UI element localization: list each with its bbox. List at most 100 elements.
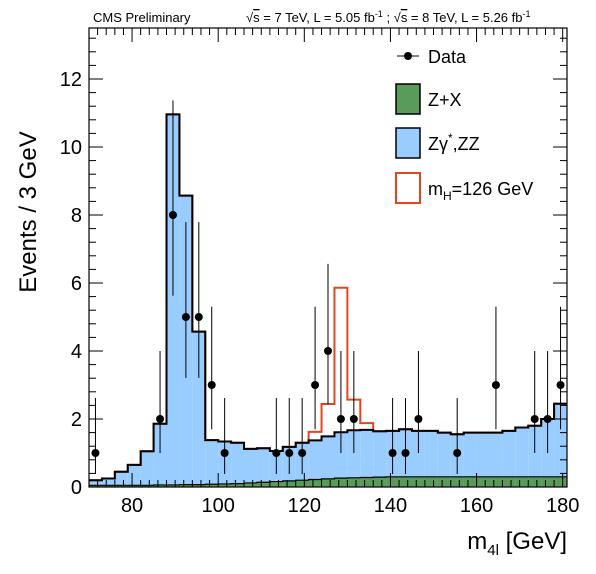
zz-bin: [515, 427, 529, 487]
zz-bin: [489, 432, 503, 487]
zz-bin: [360, 429, 374, 487]
legend-zx-label: Z+X: [428, 90, 462, 110]
legend-zx-swatch: [395, 83, 421, 115]
zz-bin: [308, 440, 322, 487]
zx-bin: [295, 480, 309, 487]
zz-bin: [153, 423, 167, 487]
zz-bin: [114, 471, 128, 487]
zz-bin: [347, 430, 361, 487]
data-point-marker: [349, 415, 358, 423]
x-axis-title-main: m: [467, 528, 487, 555]
zx-bin: [528, 476, 542, 487]
zx-bin: [399, 476, 412, 487]
zx-bin: [541, 476, 555, 487]
zx-bin: [489, 476, 503, 487]
zx-bin: [334, 478, 348, 487]
zx-bin: [114, 485, 128, 487]
data-points: [91, 100, 565, 475]
lumi-separator: ;: [383, 10, 394, 25]
sqrt-s-1: s: [253, 10, 260, 25]
zx-bin: [231, 483, 245, 487]
zz-bin: [321, 436, 335, 487]
data-point: [491, 306, 500, 430]
zx-bin: [515, 476, 529, 487]
zx-bin: [450, 476, 464, 487]
zz-bin: [554, 403, 567, 487]
y-tick-label: 8: [71, 205, 82, 227]
zz-bin: [101, 478, 115, 487]
legend-zz-swatch: [395, 127, 421, 159]
data-point: [168, 100, 177, 296]
zz-bin: [205, 440, 219, 487]
zx-bin: [424, 476, 438, 487]
data-point: [401, 397, 410, 475]
data-point: [336, 351, 345, 453]
zx-bin: [192, 484, 206, 487]
cms-preliminary-label: CMS Preliminary: [93, 10, 191, 25]
x-tick-label: 120: [288, 495, 321, 517]
data-point: [324, 263, 332, 405]
sqrt-symbol-2: √: [394, 10, 402, 25]
data-point-marker: [401, 449, 410, 457]
zx-bin: [411, 476, 425, 487]
data-point-marker: [220, 449, 229, 457]
zz-bin: [373, 431, 387, 487]
data-point-marker: [414, 415, 423, 423]
legend: Data Z+X Zγ*,ZZ mH=126 GeV: [395, 47, 534, 204]
x-tick-label: 180: [546, 495, 579, 517]
zz-bin: [166, 114, 180, 488]
legend-higgs-sub: H: [443, 189, 452, 203]
data-point-marker: [181, 313, 190, 321]
y-tick-label: 12: [60, 69, 82, 91]
data-point-marker: [298, 449, 307, 457]
data-point: [298, 397, 307, 475]
luminosity-label: √s = 7 TeV, L = 5.05 fb-1 ; √s = 8 TeV, …: [246, 9, 531, 25]
data-point-marker: [336, 415, 345, 423]
data-point: [194, 222, 203, 378]
data-point: [220, 397, 229, 475]
zx-bin: [476, 476, 490, 487]
data-point: [388, 397, 397, 475]
zx-bin: [205, 484, 219, 487]
legend-higgs-main: m: [428, 179, 443, 199]
x-tick-label: 160: [460, 495, 493, 517]
zx-bin: [373, 477, 387, 487]
zx-bin: [360, 477, 374, 487]
lumi-7tev-text: = 7 TeV, L = 5.05 fb: [260, 10, 375, 25]
zx-bin: [308, 479, 322, 487]
data-point-marker: [91, 449, 100, 457]
data-point-marker: [556, 381, 565, 389]
x-axis-title-sub: 4l: [487, 542, 499, 559]
x-tick-label: 80: [121, 495, 143, 517]
zx-bin: [554, 476, 567, 487]
data-point: [207, 306, 216, 430]
data-point-marker: [543, 415, 552, 423]
x-tick-label: 140: [374, 495, 407, 517]
zz-bin: [256, 448, 270, 487]
data-point-marker: [491, 381, 500, 389]
zz-bin: [528, 425, 542, 487]
data-point-marker: [453, 449, 462, 457]
legend-zz-main: Zγ: [428, 134, 448, 154]
x-tick-label: 100: [202, 495, 235, 517]
zz-bin: [192, 331, 206, 487]
data-point-marker: [156, 415, 165, 423]
y-tick-label: 10: [60, 137, 82, 159]
zx-bin: [437, 476, 451, 487]
legend-zz-sup: *: [448, 131, 453, 145]
legend-higgs-rest: =126 GeV: [452, 179, 534, 199]
zx-bin: [321, 478, 335, 487]
zx-bin: [502, 476, 516, 487]
zx-bin: [256, 482, 270, 487]
plot-frame: [88, 27, 568, 488]
y-tick-label: 0: [71, 477, 82, 499]
legend-zz-label: Zγ*,ZZ: [428, 131, 480, 154]
zx-bin: [218, 483, 232, 487]
data-point: [311, 306, 320, 430]
zx-bin: [101, 485, 115, 487]
data-point-marker: [194, 313, 203, 321]
data-point-marker: [530, 415, 539, 423]
x-axis-title: m4l [GeV]: [467, 528, 567, 559]
zz-bin: [334, 432, 348, 487]
